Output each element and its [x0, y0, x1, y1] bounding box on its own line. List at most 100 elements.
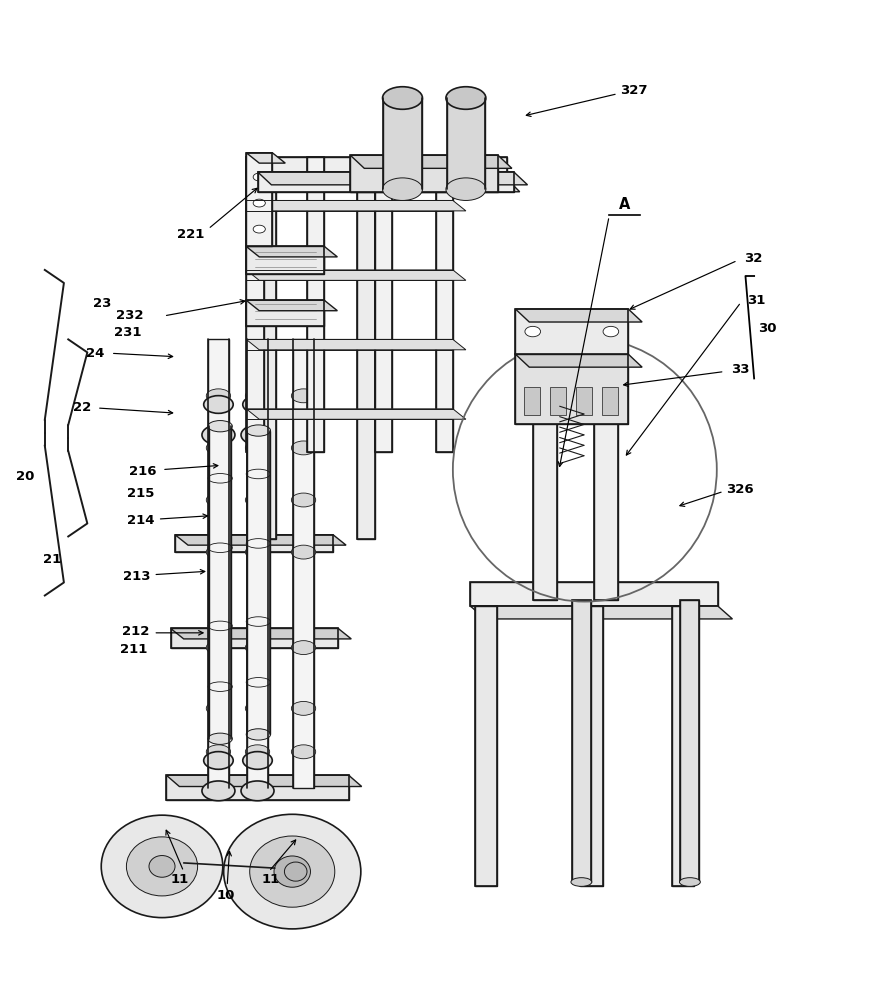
Ellipse shape — [206, 641, 231, 655]
Bar — [602, 387, 618, 415]
Ellipse shape — [206, 389, 231, 403]
Ellipse shape — [206, 545, 231, 559]
Bar — [259, 174, 276, 539]
Polygon shape — [680, 600, 699, 882]
Ellipse shape — [253, 199, 266, 207]
Ellipse shape — [246, 545, 270, 559]
Ellipse shape — [246, 441, 270, 455]
Ellipse shape — [292, 389, 315, 403]
Polygon shape — [246, 300, 324, 326]
Bar — [533, 374, 557, 600]
Ellipse shape — [149, 856, 175, 877]
Ellipse shape — [241, 781, 274, 801]
Bar — [672, 606, 694, 886]
Polygon shape — [571, 600, 591, 882]
Ellipse shape — [202, 425, 235, 445]
Bar — [375, 157, 392, 452]
Ellipse shape — [126, 837, 198, 896]
Bar — [166, 775, 348, 800]
Bar — [580, 606, 603, 886]
Polygon shape — [171, 628, 338, 648]
Bar — [350, 155, 498, 192]
Polygon shape — [246, 153, 286, 163]
Bar — [516, 309, 628, 354]
Ellipse shape — [571, 878, 591, 886]
Ellipse shape — [101, 815, 223, 918]
Ellipse shape — [246, 425, 271, 436]
Polygon shape — [307, 157, 324, 452]
Bar — [680, 600, 699, 882]
Bar — [171, 628, 338, 648]
Polygon shape — [246, 270, 466, 280]
Bar — [576, 387, 591, 415]
Ellipse shape — [204, 396, 233, 413]
Ellipse shape — [679, 878, 700, 886]
Polygon shape — [350, 155, 498, 192]
Polygon shape — [259, 174, 276, 539]
Ellipse shape — [253, 173, 266, 181]
Text: A: A — [619, 197, 631, 212]
Polygon shape — [246, 179, 520, 192]
Ellipse shape — [204, 752, 233, 769]
Ellipse shape — [292, 641, 315, 655]
Text: 10: 10 — [216, 889, 234, 902]
Ellipse shape — [206, 441, 231, 455]
Ellipse shape — [292, 745, 315, 759]
Polygon shape — [246, 246, 337, 257]
Text: 24: 24 — [86, 347, 105, 360]
Polygon shape — [516, 354, 642, 367]
Polygon shape — [246, 339, 466, 350]
Ellipse shape — [292, 701, 315, 715]
Text: 23: 23 — [93, 297, 111, 310]
Polygon shape — [447, 98, 485, 189]
Polygon shape — [246, 300, 337, 311]
Polygon shape — [246, 200, 466, 211]
Text: 212: 212 — [122, 625, 150, 638]
Polygon shape — [246, 246, 324, 274]
Bar — [516, 354, 628, 424]
Text: 22: 22 — [73, 401, 91, 414]
Ellipse shape — [246, 389, 270, 403]
Ellipse shape — [243, 396, 273, 413]
Bar — [470, 582, 718, 606]
Polygon shape — [475, 606, 497, 886]
Ellipse shape — [446, 87, 486, 109]
Bar — [307, 157, 324, 452]
Text: 11: 11 — [170, 873, 188, 886]
Bar — [571, 600, 591, 882]
Polygon shape — [246, 153, 273, 246]
Text: 30: 30 — [758, 322, 776, 335]
Polygon shape — [516, 309, 628, 354]
Text: 215: 215 — [126, 487, 154, 500]
Polygon shape — [166, 775, 361, 787]
Ellipse shape — [446, 178, 486, 200]
Ellipse shape — [208, 733, 233, 744]
Ellipse shape — [206, 493, 231, 507]
Polygon shape — [580, 606, 603, 886]
Ellipse shape — [292, 493, 315, 507]
Polygon shape — [209, 426, 232, 739]
Polygon shape — [246, 409, 466, 419]
Text: 20: 20 — [16, 470, 34, 483]
Polygon shape — [175, 535, 346, 545]
Ellipse shape — [603, 326, 618, 337]
Ellipse shape — [246, 641, 270, 655]
Polygon shape — [672, 606, 694, 886]
Ellipse shape — [525, 326, 541, 337]
Bar — [357, 174, 375, 539]
Polygon shape — [470, 582, 718, 606]
Ellipse shape — [243, 752, 273, 769]
Text: 11: 11 — [261, 873, 280, 886]
Ellipse shape — [274, 856, 310, 887]
Polygon shape — [516, 309, 642, 322]
Bar — [593, 374, 618, 600]
Text: 32: 32 — [744, 252, 762, 265]
Polygon shape — [533, 374, 557, 600]
Text: 232: 232 — [116, 309, 144, 322]
Ellipse shape — [246, 493, 270, 507]
Bar — [436, 157, 453, 452]
Bar — [524, 387, 540, 415]
Polygon shape — [436, 157, 453, 452]
Text: 21: 21 — [44, 553, 62, 566]
Ellipse shape — [250, 836, 334, 907]
